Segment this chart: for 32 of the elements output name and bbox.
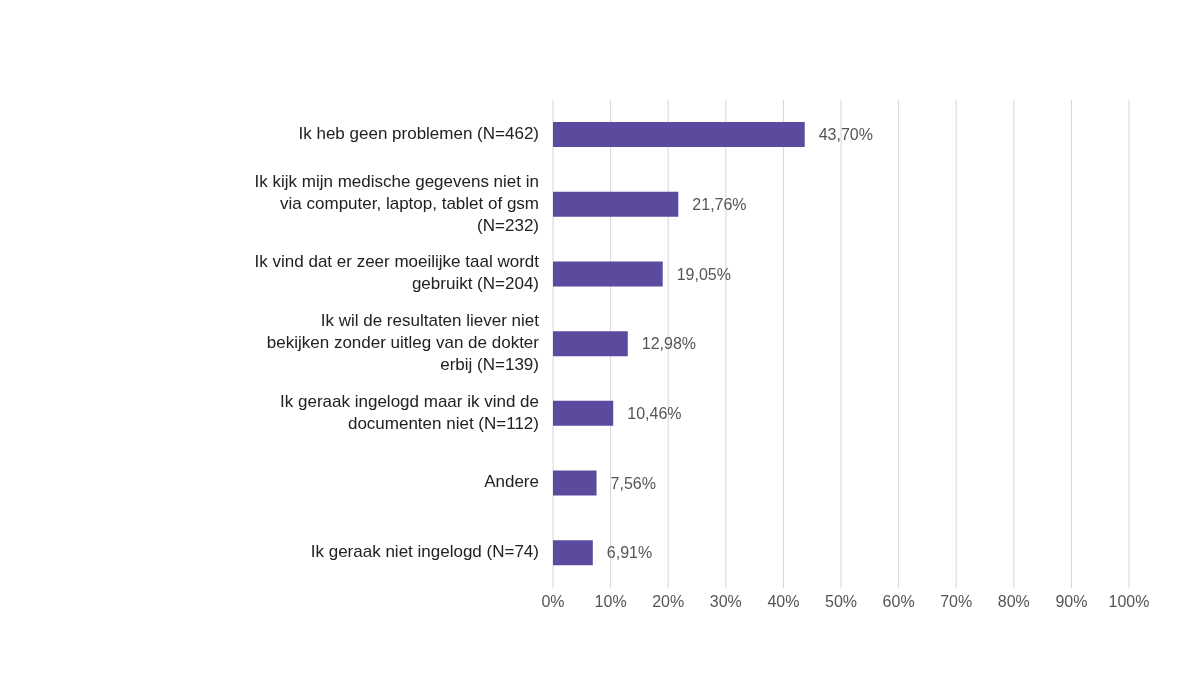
bar [553,400,614,426]
data-label: 19,05% [676,265,731,283]
data-label: 6,91% [606,544,653,562]
x-tick-label: 20% [652,593,685,611]
data-label: 10,46% [627,405,682,423]
x-tick-label: 50% [824,593,858,611]
x-tick-label: 10% [594,593,627,611]
x-tick-label: 90% [1055,593,1088,611]
bar [553,191,679,217]
y-tick-label: Ik geraak niet ingelogd (N=74) [310,542,539,562]
y-tick-label: Ik vind dat er zeer moeilijke taal wordt gebruikt (N=204) [254,252,540,294]
bar [553,261,663,287]
y-tick-label: Ik kijk mijn medische gegevens niet in via computer, laptop, tablet of gsm (N=232) [254,172,539,236]
bar [553,122,805,147]
data-label: 21,76% [692,195,747,213]
data-label: 43,70% [818,126,873,144]
data-label: 12,98% [641,335,697,353]
x-tick-label: 0% [541,593,565,611]
x-tick-label: 100% [1108,593,1150,611]
x-tick-label: 30% [709,593,742,611]
x-tick-label: 40% [767,593,800,611]
bar [553,331,628,357]
x-tick-label: 60% [882,593,915,611]
bar [553,470,597,496]
bar [553,540,593,566]
y-tick-label: Ik wil de resultaten liever niet bekijken zonder uitleg van de dokter erbij (N=139) [266,311,540,375]
y-tick-label: Ik geraak ingelogd maar ik vind de documenten niet (N=112) [280,392,539,434]
y-tick-label: Andere [484,472,539,492]
y-tick-label: Ik heb geen problemen (N=462) [298,124,539,144]
data-label: 7,56% [610,474,656,492]
x-tick-label: 70% [940,593,973,611]
x-tick-label: 80% [997,593,1030,611]
